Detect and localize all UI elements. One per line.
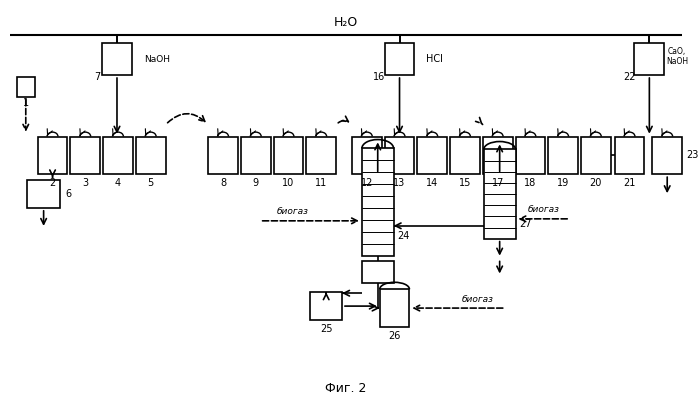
Text: 27: 27	[519, 219, 532, 229]
FancyBboxPatch shape	[362, 261, 394, 283]
FancyBboxPatch shape	[70, 137, 100, 174]
Text: 14: 14	[426, 178, 438, 188]
Text: 5: 5	[147, 178, 154, 188]
Text: CaO,
NaOH: CaO, NaOH	[666, 46, 688, 66]
Text: 8: 8	[220, 178, 226, 188]
Text: 17: 17	[491, 178, 504, 188]
Text: 25: 25	[320, 324, 332, 334]
Text: 12: 12	[361, 178, 373, 188]
Text: 6: 6	[66, 189, 72, 199]
FancyBboxPatch shape	[102, 43, 132, 75]
Text: NaOH: NaOH	[144, 55, 170, 64]
FancyBboxPatch shape	[103, 137, 133, 174]
Text: биогаз: биогаз	[462, 295, 493, 304]
Text: 22: 22	[623, 72, 636, 82]
FancyBboxPatch shape	[483, 137, 512, 174]
FancyBboxPatch shape	[38, 137, 68, 174]
FancyBboxPatch shape	[516, 137, 545, 174]
Text: 18: 18	[524, 178, 537, 188]
Text: HCl: HCl	[426, 54, 443, 64]
FancyBboxPatch shape	[241, 137, 271, 174]
FancyBboxPatch shape	[380, 289, 410, 327]
Text: 4: 4	[115, 178, 121, 188]
FancyBboxPatch shape	[274, 137, 304, 174]
FancyBboxPatch shape	[653, 137, 682, 174]
FancyBboxPatch shape	[27, 180, 61, 208]
Text: 3: 3	[82, 178, 89, 188]
Text: 15: 15	[459, 178, 471, 188]
Text: 13: 13	[394, 178, 406, 188]
FancyBboxPatch shape	[385, 137, 415, 174]
FancyBboxPatch shape	[17, 77, 35, 97]
FancyBboxPatch shape	[548, 137, 578, 174]
Text: 2: 2	[50, 178, 56, 188]
Text: биогаз: биогаз	[276, 207, 309, 217]
Text: 11: 11	[315, 178, 327, 188]
Text: 21: 21	[623, 178, 636, 188]
Text: 20: 20	[590, 178, 602, 188]
FancyBboxPatch shape	[306, 137, 336, 174]
Text: биогаз: биогаз	[528, 205, 559, 215]
Text: 9: 9	[253, 178, 259, 188]
FancyBboxPatch shape	[634, 43, 664, 75]
FancyBboxPatch shape	[581, 137, 611, 174]
FancyBboxPatch shape	[136, 137, 165, 174]
FancyBboxPatch shape	[385, 43, 415, 75]
Text: 19: 19	[557, 178, 570, 188]
FancyBboxPatch shape	[615, 137, 644, 174]
Text: 10: 10	[283, 178, 295, 188]
Text: 7: 7	[94, 72, 101, 82]
Text: 16: 16	[373, 72, 385, 82]
FancyBboxPatch shape	[208, 137, 238, 174]
FancyBboxPatch shape	[484, 149, 516, 239]
FancyBboxPatch shape	[450, 137, 480, 174]
FancyBboxPatch shape	[362, 148, 394, 256]
Text: 23: 23	[686, 150, 698, 160]
Text: 24: 24	[398, 231, 410, 241]
Text: Фиг. 2: Фиг. 2	[325, 382, 366, 395]
Text: 1: 1	[23, 98, 29, 108]
FancyBboxPatch shape	[352, 137, 382, 174]
FancyBboxPatch shape	[417, 137, 447, 174]
FancyBboxPatch shape	[311, 292, 342, 320]
Text: H₂O: H₂O	[334, 16, 358, 29]
Text: 26: 26	[388, 331, 401, 341]
